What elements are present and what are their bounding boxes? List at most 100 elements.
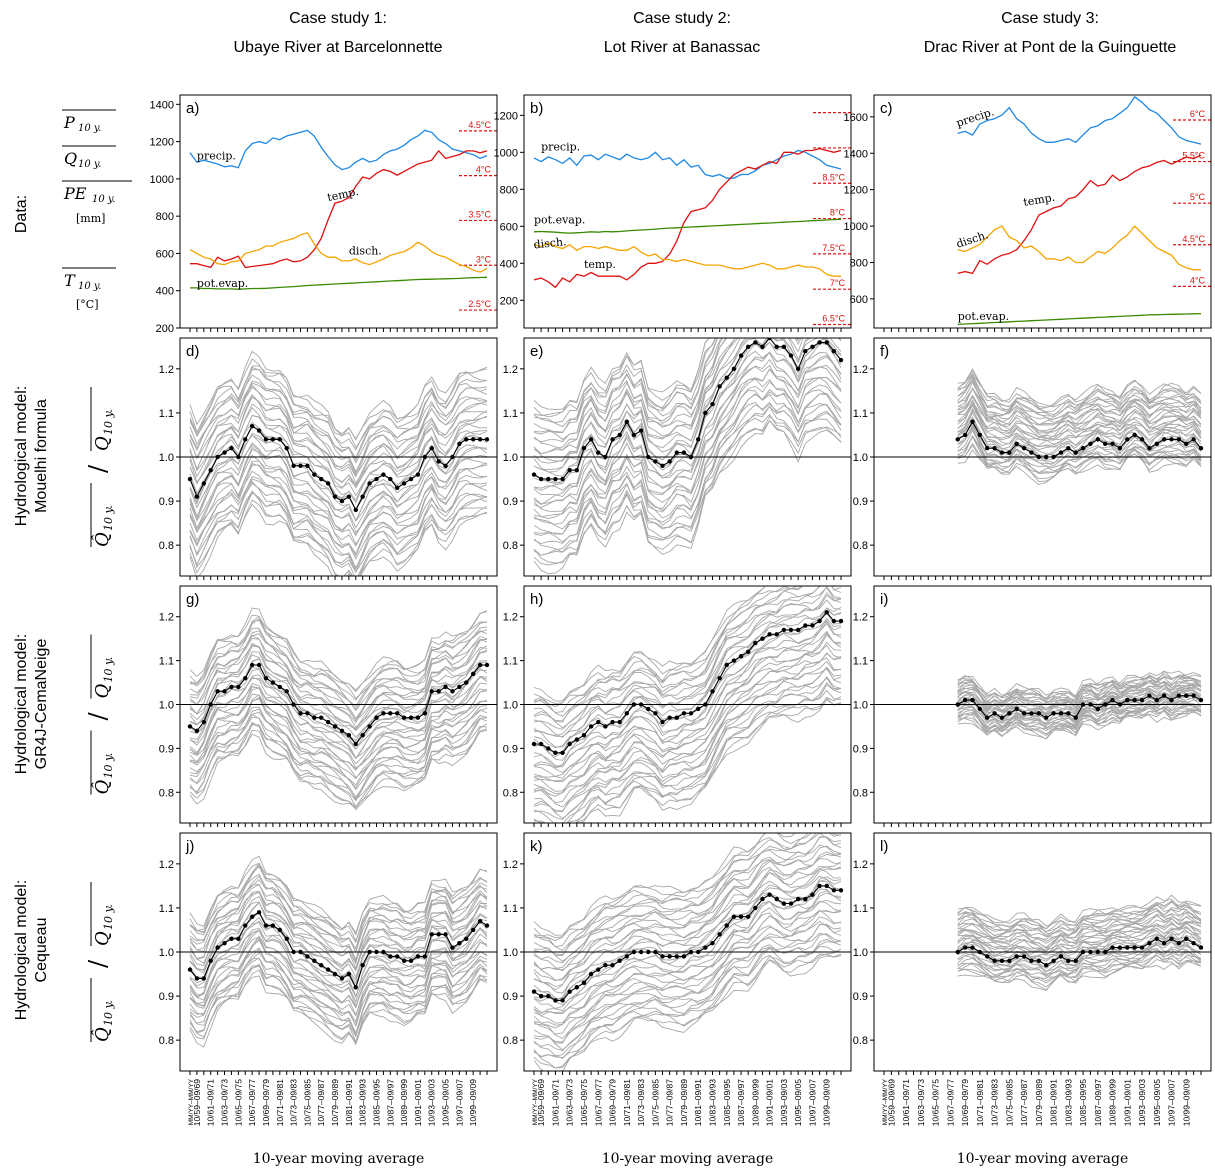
row-cequeau-title-line1: Hydrological model:: [13, 880, 30, 1021]
x-tick-label: 10/81–09/91: [693, 1079, 703, 1127]
panel-h-median-point: [574, 737, 580, 742]
panel-d-median-point: [249, 423, 255, 429]
panel-g-ytick-label: 0.8: [159, 787, 174, 799]
x-tick-label: 10/85–09/95: [1078, 1079, 1088, 1127]
panel-j-median-point: [332, 971, 338, 977]
panel-k-ensemble-line: [533, 836, 842, 956]
panel-h-ytick-label: 1.0: [503, 700, 518, 712]
panel-b-temp-ref-label: 7.5°C: [822, 243, 845, 253]
panel-h-ensemble-line: [533, 606, 842, 748]
panel-d-ensemble-line: [189, 374, 488, 460]
panel-b-series-disch: [533, 242, 841, 277]
x-tick-label: 10/75–09/85: [302, 1079, 312, 1127]
panel-d-median-point: [339, 498, 345, 504]
panel-g-ensemble-line: [189, 642, 488, 730]
panel-h-ensemble-line: [533, 620, 842, 768]
panel-e-median-point: [610, 437, 615, 442]
panel-h-ensemble-line: [533, 586, 767, 708]
panel-h-ensemble-line: [533, 586, 767, 702]
panel-h-median-point: [603, 724, 608, 729]
panel-h-median-point: [688, 711, 694, 716]
panel-d-median-point: [367, 481, 372, 486]
panel-i-median-point: [1198, 697, 1204, 703]
panel-h-median-point: [724, 662, 729, 668]
panel-g-ensemble-line: [189, 639, 488, 722]
panel-h-median-point: [667, 715, 672, 720]
panel-k-plot-area: [524, 833, 851, 1071]
panel-e-median-point: [603, 454, 608, 460]
x-tick-label: 10/61–09/71: [901, 1079, 911, 1127]
panel-d-ensemble-line: [189, 490, 488, 573]
panel-i-ytick-label: 1.2: [853, 612, 868, 624]
panel-e-median-point: [638, 428, 644, 433]
panel-c-label-potevap: pot.evap.: [958, 310, 1009, 323]
panel-k-median-point: [760, 896, 765, 902]
panel-g-median-point: [229, 684, 234, 690]
panel-h-median-point: [760, 636, 765, 641]
panel-k-median-point: [731, 914, 737, 919]
panel-i-median-point: [1154, 697, 1159, 703]
panel-f-ensemble-line: [957, 372, 1202, 418]
panel-f-median-point: [1043, 454, 1049, 460]
panel-l-median-point: [1139, 945, 1145, 950]
panel-e-ensemble-line: [533, 341, 842, 491]
panel-g-median-point: [360, 733, 365, 738]
panel-g-median-point: [243, 675, 248, 681]
x-tick-label: 10/73–09/83: [636, 1079, 646, 1127]
x-tick-label: MM/YY–MM/YY: [188, 1078, 195, 1125]
panel-i-median-point: [1191, 693, 1196, 698]
panel-i-median-point: [1014, 706, 1019, 712]
panel-d-median-point: [187, 476, 193, 482]
panel-i-ensemble-line: [957, 710, 1202, 737]
panel-e-ytick-label: 0.8: [503, 540, 518, 552]
panel-l-median-point: [1147, 940, 1152, 946]
panel-f: 0.8 0.9 1.0 1.1 1.2 f): [853, 337, 1212, 580]
panel-j-median-point: [236, 936, 241, 941]
panel-f-border: [873, 337, 1212, 577]
panel-e-ensemble-line: [533, 338, 800, 455]
x-tick-label: 10/99–09/09: [468, 1079, 478, 1127]
panel-b-ytick-label: 600: [500, 221, 518, 233]
panel-i-median-point: [1110, 697, 1115, 703]
panel-b-temp-ref-label: 8.5°C: [822, 172, 845, 182]
panel-h-ensemble-line: [534, 689, 842, 823]
x-tick-label: 10/87–09/97: [385, 1079, 395, 1127]
panel-d: 0.8 0.9 1.0 1.1 1.2 d): [159, 337, 498, 580]
panel-k-median-point: [581, 980, 587, 986]
panel-f-median-point: [962, 432, 968, 438]
x-tick-label: 10/95–09/05: [441, 1079, 451, 1127]
panel-j-median-point: [222, 940, 227, 946]
x-tick-label: 10/95–09/05: [793, 1079, 803, 1127]
x-axis-title: 10-year moving average: [602, 1151, 774, 1167]
ratio-axis-label: Q̂10 y./Q10 y.: [84, 387, 115, 547]
panel-k-ensemble-line: [533, 890, 842, 1015]
panel-e-median-point: [753, 340, 758, 345]
panel-f-median-point: [1110, 441, 1115, 446]
panel-f-median-point: [977, 432, 983, 438]
panel-d-ytick-label: 0.8: [159, 540, 174, 552]
panel-e-median-point: [574, 468, 580, 473]
panel-k-ensemble-line: [533, 836, 842, 957]
panel-k-median-point: [603, 963, 608, 968]
panel-a-label-precip: precip.: [197, 149, 236, 162]
panel-h-ensemble-line: [533, 660, 842, 804]
panel-k-ensemble-line: [533, 946, 842, 1059]
panel-d-median-point: [346, 494, 352, 499]
panel-d-median-point: [291, 463, 296, 469]
panel-l-median-point: [1132, 945, 1137, 950]
panel-g-median-point: [395, 711, 400, 716]
pe-symbol: PE: [63, 184, 87, 203]
panel-k-ytick-label: 0.9: [503, 991, 518, 1003]
panel-j-median-point: [457, 940, 462, 946]
panel-b-label-precip: precip.: [541, 140, 580, 153]
panel-k-median-point: [696, 949, 701, 955]
panel-e-ensemble-line: [533, 401, 842, 544]
panel-l-median-point: [1117, 945, 1123, 950]
x-tick-label: 10/97–09/07: [807, 1079, 817, 1127]
panel-d-median-point: [194, 494, 200, 499]
panel-g: 0.8 0.9 1.0 1.1 1.2 g): [159, 585, 498, 827]
panel-j-median-point: [346, 971, 352, 977]
panel-k-ensemble-line: [533, 861, 842, 981]
panel-g-ensemble-line: [189, 630, 488, 712]
panel-g-median-point: [443, 684, 448, 690]
